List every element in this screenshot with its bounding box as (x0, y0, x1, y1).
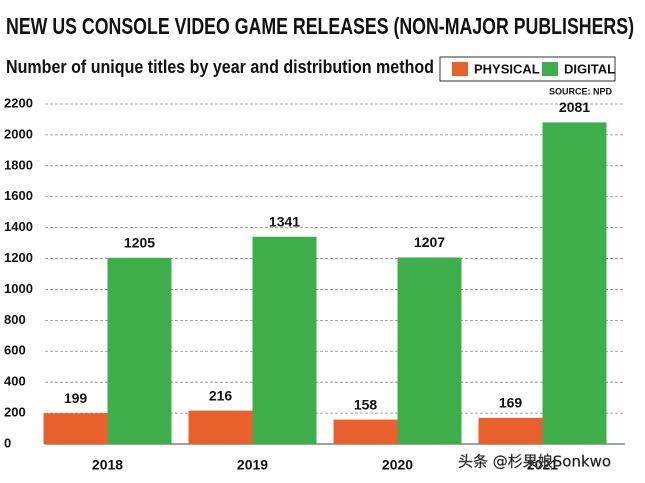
bar (397, 257, 462, 444)
data-label: 158 (354, 396, 378, 412)
x-tick-label: 2019 (237, 457, 268, 473)
legend-label: PHYSICAL (474, 61, 540, 76)
x-tick-label: 2021 (527, 457, 558, 473)
y-tick-label: 1800 (4, 157, 33, 172)
data-label: 199 (64, 390, 88, 406)
bar (542, 122, 607, 445)
legend-label: DIGITAL (564, 61, 615, 76)
bar (333, 419, 398, 444)
y-tick-label: 1200 (4, 250, 33, 265)
chart-title: NEW US CONSOLE VIDEO GAME RELEASES (NON-… (6, 13, 634, 39)
y-tick-label: 400 (4, 374, 26, 389)
legend-swatch (542, 62, 558, 76)
bar (252, 236, 317, 444)
y-tick-label: 2000 (4, 126, 33, 141)
data-label: 169 (499, 395, 523, 411)
bar (478, 417, 543, 444)
y-tick-label: 2200 (4, 95, 33, 110)
y-tick-label: 800 (4, 312, 26, 327)
y-tick-label: 1600 (4, 188, 33, 203)
chart-subtitle: Number of unique titles by year and dist… (6, 57, 434, 77)
data-label: 1207 (414, 234, 445, 250)
data-label: 1341 (269, 213, 300, 229)
y-tick-label: 1400 (4, 219, 33, 234)
data-label: 1205 (124, 234, 155, 250)
watermark: 头条 @杉果娘Sonkwo (458, 453, 611, 471)
data-label: 216 (209, 387, 233, 403)
bar (188, 410, 253, 444)
x-tick-label: 2018 (92, 457, 123, 473)
bar (43, 413, 108, 444)
y-tick-label: 600 (4, 343, 26, 358)
y-tick-label: 200 (4, 405, 26, 420)
y-tick-label: 1000 (4, 281, 33, 296)
bar (107, 257, 172, 444)
legend-swatch (452, 62, 468, 76)
legend-box (439, 56, 616, 82)
source: SOURCE: NPD (549, 86, 613, 96)
x-tick-label: 2020 (382, 457, 413, 473)
data-label: 2081 (559, 99, 590, 115)
y-tick-label: 0 (4, 435, 11, 450)
